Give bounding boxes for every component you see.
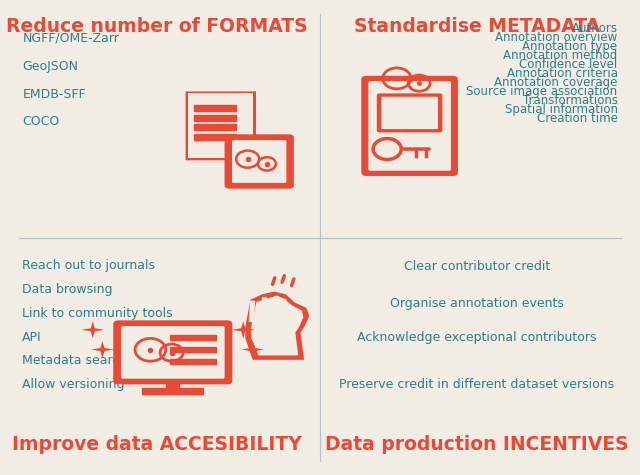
Bar [170,347,216,352]
Text: Allow versioning: Allow versioning [22,378,125,391]
Text: Acknowledge exceptional contributors: Acknowledge exceptional contributors [357,331,596,344]
FancyBboxPatch shape [121,326,225,379]
Text: Reduce number of FORMATS: Reduce number of FORMATS [6,17,308,36]
Text: Annotation overview: Annotation overview [495,31,618,44]
FancyBboxPatch shape [226,135,293,188]
Text: Link to community tools: Link to community tools [22,307,173,320]
FancyBboxPatch shape [381,97,438,129]
Text: Transformations: Transformations [523,94,618,107]
Text: Preserve credit in different dataset versions: Preserve credit in different dataset ver… [339,378,614,391]
FancyBboxPatch shape [232,140,287,183]
Polygon shape [251,296,303,355]
Text: Source image association: Source image association [467,85,618,98]
FancyBboxPatch shape [361,76,458,176]
Text: Clear contributor credit: Clear contributor credit [404,259,550,273]
Text: Reach out to journals: Reach out to journals [22,259,156,273]
Bar [250,301,255,322]
Bar [194,124,236,130]
Text: Annotation type: Annotation type [522,40,618,53]
Text: NGFF/OME-Zarr: NGFF/OME-Zarr [22,31,119,45]
Text: Organise annotation events: Organise annotation events [390,297,564,311]
FancyBboxPatch shape [369,81,451,171]
Text: EMDB-SFF: EMDB-SFF [22,88,86,102]
Bar [194,114,236,121]
Text: Data browsing: Data browsing [22,283,113,296]
Bar [194,105,236,111]
Polygon shape [232,321,255,338]
Text: Standardise METADATA: Standardise METADATA [354,17,600,36]
FancyBboxPatch shape [113,320,232,384]
Polygon shape [241,149,256,161]
Text: Spatial information: Spatial information [504,103,618,116]
Polygon shape [188,93,253,159]
Text: Metadata search: Metadata search [22,354,127,368]
Text: Data production INCENTIVES: Data production INCENTIVES [325,435,628,454]
Polygon shape [81,321,104,338]
Polygon shape [245,292,309,360]
Text: API: API [22,331,42,344]
Text: GeoJSON: GeoJSON [22,60,79,73]
Bar [262,297,267,323]
Text: Confidence level: Confidence level [519,58,618,71]
Polygon shape [91,341,114,358]
Text: Improve data ACCESIBILITY: Improve data ACCESIBILITY [12,435,301,454]
Bar [166,380,179,390]
Text: COCO: COCO [22,114,60,128]
Polygon shape [186,91,256,161]
Bar [142,388,204,394]
Text: Creation time: Creation time [537,112,618,125]
Bar [282,299,285,322]
Text: Annotation criteria: Annotation criteria [507,67,618,80]
Text: Authors: Authors [572,22,618,35]
Bar [170,335,216,340]
Text: Annotation method: Annotation method [503,49,618,62]
Text: Annotation coverage: Annotation coverage [494,76,618,89]
Bar [170,359,216,364]
FancyBboxPatch shape [377,94,442,133]
Polygon shape [241,341,264,358]
Bar [194,134,236,140]
Bar [275,296,278,323]
